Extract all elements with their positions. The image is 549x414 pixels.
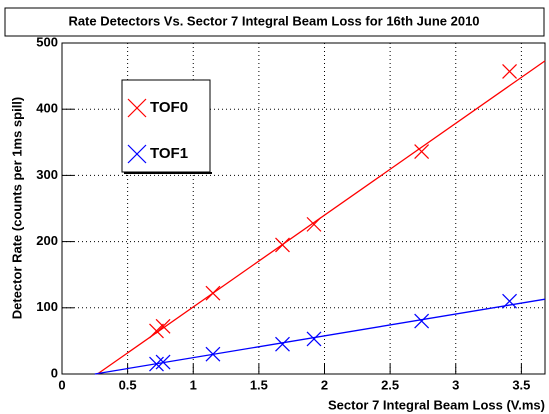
point: [155, 318, 171, 334]
marker-stroke: [149, 323, 164, 339]
marker-stroke: [205, 346, 221, 362]
x-tick-label: 0.5: [119, 377, 137, 392]
x-tick-label: 3: [452, 377, 459, 392]
marker-stroke: [275, 336, 290, 352]
point: [275, 237, 290, 253]
point: [502, 64, 517, 79]
marker-stroke: [275, 237, 290, 253]
x-tick-label: 0: [58, 377, 65, 392]
x-tick-label: 2.5: [381, 377, 399, 392]
x-tick-label: 1.5: [250, 377, 268, 392]
point: [149, 323, 164, 339]
legend: TOF0 TOF1: [121, 79, 212, 174]
point: [306, 331, 322, 347]
marker-stroke: [155, 318, 171, 334]
y-tick-label: 500: [36, 34, 58, 49]
title-box: [4, 7, 545, 37]
y-axis-label: Detector Rate (counts per 1ms spill): [9, 97, 24, 320]
point: [414, 144, 430, 159]
fit-line: [97, 60, 546, 375]
y-tick-label: 400: [36, 101, 58, 116]
chart-title: Rate Detectors Vs. Sector 7 Integral Bea…: [68, 13, 479, 28]
legend-label: TOF1: [150, 145, 188, 162]
x-tick-label: 2: [321, 377, 328, 392]
marker-stroke: [414, 144, 430, 159]
point: [275, 336, 290, 352]
point: [306, 216, 322, 232]
plot-frame: [61, 42, 546, 375]
x-tick-label: 3.5: [512, 377, 530, 392]
x-axis-label: Sector 7 Integral Beam Loss (V.ms): [328, 397, 545, 412]
y-tick-label: 0: [51, 365, 58, 380]
legend-box: [121, 79, 211, 173]
marker-stroke: [127, 144, 147, 164]
point: [502, 293, 517, 309]
marker-stroke: [306, 331, 322, 347]
point: [205, 346, 221, 362]
fit-line: [94, 298, 546, 375]
y-tick-label: 200: [36, 233, 58, 248]
marker-stroke: [502, 64, 517, 79]
point: [155, 354, 171, 370]
marker-stroke: [205, 285, 221, 301]
marker-stroke: [155, 354, 171, 370]
point: [205, 285, 221, 301]
marker-stroke: [502, 293, 517, 309]
marker-stroke: [306, 216, 322, 232]
x-tick-label: 1: [190, 377, 197, 392]
point: [414, 313, 430, 329]
marker-stroke: [414, 313, 430, 329]
legend-label: TOF0: [150, 99, 188, 116]
marker-stroke: [127, 98, 147, 118]
y-tick-label: 100: [36, 299, 58, 314]
legend-shadow: [124, 172, 212, 174]
y-tick-label: 300: [36, 167, 58, 182]
